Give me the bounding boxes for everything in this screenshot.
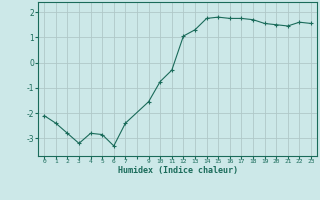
X-axis label: Humidex (Indice chaleur): Humidex (Indice chaleur) [118,166,238,175]
